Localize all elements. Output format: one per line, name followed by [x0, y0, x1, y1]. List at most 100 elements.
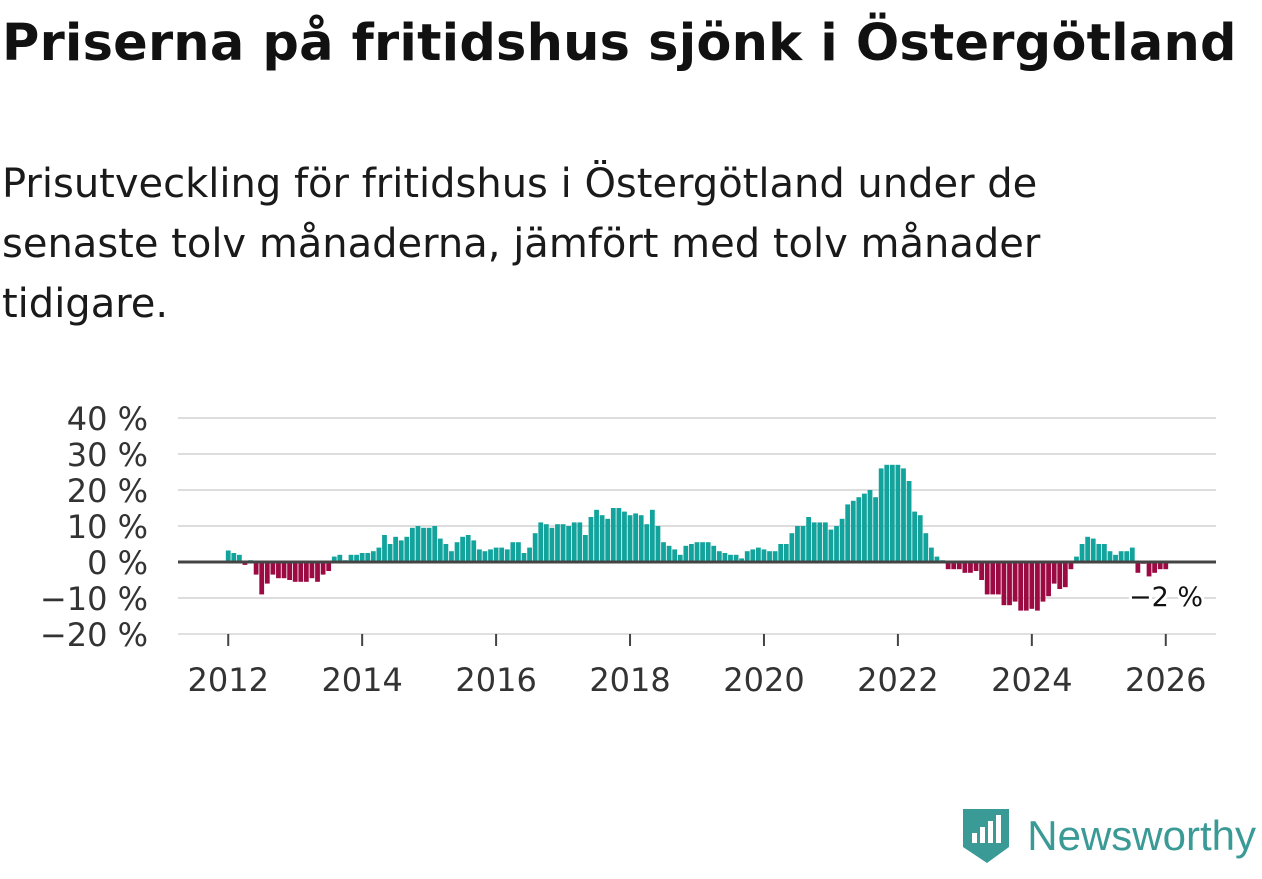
bar: [253, 562, 259, 575]
bar: [700, 542, 705, 562]
bar: [638, 515, 644, 562]
bar: [979, 562, 985, 580]
bar: [649, 509, 655, 562]
bar: [1146, 562, 1152, 577]
bar: [811, 522, 817, 562]
bar: [850, 500, 856, 562]
bar: [1018, 562, 1024, 611]
chart-title: Priserna på fritidshus sjönk i Östergötl…: [2, 14, 1237, 73]
bar: [1096, 544, 1102, 562]
bar: [1074, 556, 1079, 562]
x-tick-label: 2012: [188, 661, 269, 699]
y-tick-label: 10 %: [67, 508, 148, 546]
bar: [1124, 551, 1130, 562]
bar: [889, 464, 895, 562]
bar: [493, 547, 499, 562]
bar: [426, 527, 432, 562]
bar: [566, 526, 572, 562]
bar: [644, 524, 650, 562]
chart-subtitle: Prisutveckling för fritidshus i Östergöt…: [2, 161, 1041, 327]
bar: [778, 544, 784, 562]
bar: [1101, 544, 1107, 562]
bar: [1157, 562, 1163, 570]
bar: [1062, 562, 1068, 588]
bar: [912, 511, 918, 562]
bar: [928, 547, 934, 562]
bar: [956, 562, 962, 570]
bar: [471, 540, 477, 562]
newsworthy-logo-icon: [963, 809, 1010, 863]
bar: [555, 524, 560, 562]
bar: [582, 535, 588, 562]
bar: [409, 527, 415, 562]
bar: [298, 562, 304, 582]
x-tick-label: 2022: [857, 661, 938, 699]
bar: [984, 562, 990, 595]
bar: [465, 535, 471, 562]
bar: [884, 464, 890, 562]
bar: [354, 554, 359, 562]
bar: [588, 517, 594, 562]
bar: [789, 533, 795, 562]
x-tick-label: 2016: [455, 661, 536, 699]
bar: [370, 551, 376, 562]
bar: [415, 526, 421, 562]
y-tick-label: −10 %: [40, 580, 148, 618]
bar: [783, 544, 789, 562]
bar: [995, 562, 1001, 595]
bar: [1046, 562, 1051, 597]
bar: [672, 549, 678, 562]
bar: [728, 554, 733, 562]
bar: [616, 508, 622, 562]
bar: [1118, 551, 1124, 562]
bar: [806, 517, 812, 562]
bar: [1012, 562, 1018, 602]
bar: [281, 562, 287, 579]
bar: [666, 545, 672, 562]
bar: [1135, 562, 1141, 573]
bar: [683, 545, 689, 562]
bar: [276, 562, 281, 579]
bar: [382, 535, 387, 562]
bar: [599, 515, 605, 562]
bar: [303, 562, 309, 582]
bar: [315, 562, 320, 582]
bar: [923, 533, 929, 562]
bar: [560, 524, 566, 562]
bar: [337, 554, 343, 562]
bar: [443, 544, 449, 562]
bar: [259, 562, 265, 595]
bar: [1085, 536, 1091, 562]
bar: [906, 481, 912, 562]
bar: [739, 558, 745, 562]
bar: [1068, 562, 1074, 570]
bar: [711, 545, 717, 562]
bar: [521, 553, 527, 562]
bar: [270, 562, 276, 575]
bar: [750, 549, 756, 562]
bar: [326, 562, 332, 571]
bar: [1029, 562, 1035, 609]
y-tick-label: 0 %: [87, 544, 148, 582]
bar: [532, 533, 538, 562]
bar: [571, 522, 577, 562]
bar: [800, 526, 806, 562]
bar: [677, 554, 683, 562]
bar: [755, 547, 761, 562]
bar: [817, 522, 823, 562]
bar: [951, 562, 957, 570]
bar: [504, 549, 510, 562]
bar: [772, 551, 778, 562]
bar: [231, 553, 237, 562]
bar: [627, 515, 633, 562]
bar: [287, 562, 293, 580]
bar: [236, 554, 242, 562]
bar: [482, 551, 488, 562]
bar: [733, 554, 739, 562]
bar: [962, 562, 968, 573]
bar: [499, 547, 505, 562]
price-change-bar-chart: 40 %30 %20 %10 %0 %−10 %−20 % 2012 2014 201…: [40, 400, 1216, 699]
bar: [633, 513, 639, 562]
bar: [225, 550, 231, 562]
bar: [421, 527, 426, 562]
